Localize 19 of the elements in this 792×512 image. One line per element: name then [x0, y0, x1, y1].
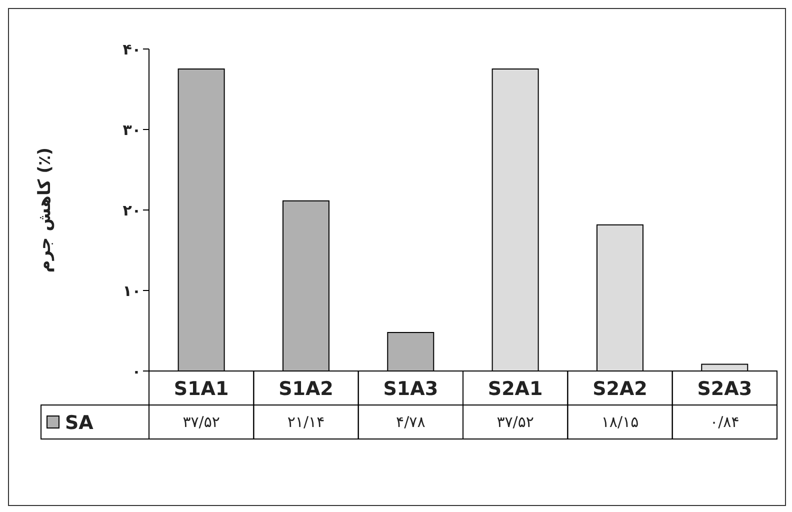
x-tick-label: S2A3: [697, 378, 752, 400]
x-tick-label: S1A3: [383, 378, 438, 400]
data-label: ۰/۸۴: [710, 413, 740, 431]
legend-label: SA: [65, 412, 94, 434]
x-tick-label: S1A2: [278, 378, 334, 400]
x-tick-label: S1A1: [174, 378, 229, 400]
x-tick-label: S2A1: [488, 378, 543, 400]
data-label: ۴/۷۸: [396, 413, 426, 431]
data-label: ۳۷/۵۲: [182, 413, 220, 431]
data-label: ۱۸/۱۵: [601, 413, 639, 431]
y-tick-label: ۰: [132, 362, 141, 380]
y-tick-label: ۲۰: [122, 201, 141, 220]
data-label: ۲۱/۱۴: [287, 413, 325, 431]
x-tick-label: S2A2: [592, 378, 648, 400]
y-tick-label: ۳۰: [122, 120, 141, 139]
data-label: ۳۷/۵۲: [496, 413, 534, 431]
y-tick-label: ۴۰: [122, 40, 141, 58]
y-axis-title: کاهش جرم (٪): [35, 147, 56, 273]
y-tick-label: ۱۰: [122, 282, 141, 300]
